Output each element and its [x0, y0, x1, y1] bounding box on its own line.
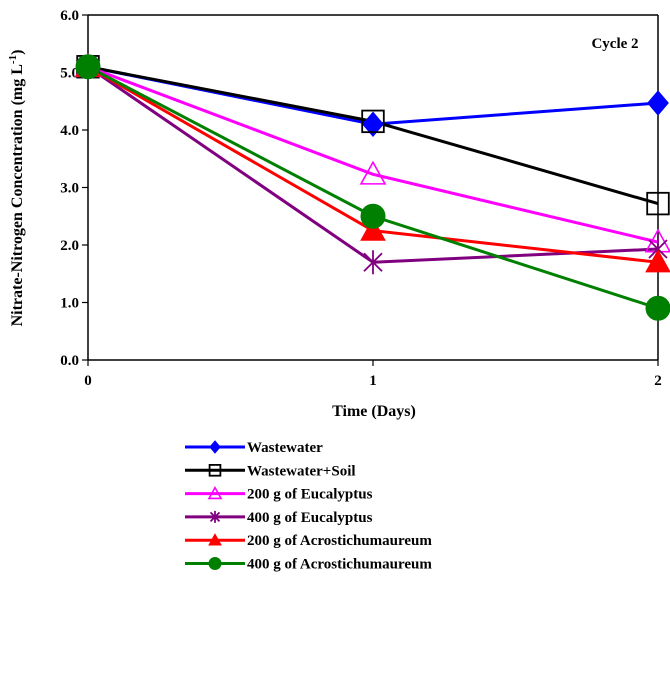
- legend-marker: [209, 510, 221, 523]
- data-point: [75, 54, 101, 80]
- legend-item: Wastewater+Soil: [185, 463, 356, 479]
- legend-label: Wastewater+Soil: [247, 463, 356, 479]
- legend-item: 200 g of Acrostichumaureum: [185, 533, 432, 549]
- y-tick-label: 0.0: [60, 353, 79, 369]
- y-axis-label: Nitrate-Nitrogen Concentration (mg L-1): [7, 50, 26, 327]
- legend-item: Wastewater: [185, 440, 323, 456]
- legend-marker: [207, 485, 223, 500]
- data-point: [362, 111, 384, 138]
- legend-label: Wastewater: [247, 440, 323, 456]
- y-tick-label: 4.0: [60, 123, 79, 139]
- y-tick-label: 3.0: [60, 181, 79, 197]
- legend-marker: [209, 440, 221, 454]
- legend-label: 400 g of Eucalyptus: [247, 510, 373, 526]
- y-tick-label: 6.0: [60, 8, 79, 24]
- y-tick-label: 5.0: [60, 66, 79, 82]
- data-point: [647, 90, 669, 116]
- data-point: [360, 217, 386, 241]
- legend-label: 400 g of Acrostichumaureum: [247, 557, 432, 573]
- data-point: [645, 295, 670, 321]
- y-tick-label: 1.0: [60, 296, 79, 312]
- chart-annotation: Cycle 2: [591, 36, 638, 52]
- data-point: [646, 191, 670, 216]
- legend-item: 400 g of Eucalyptus: [185, 510, 373, 526]
- x-tick-label: 2: [654, 373, 662, 389]
- data-point: [645, 249, 670, 273]
- legend-label: 200 g of Eucalyptus: [247, 487, 373, 503]
- x-tick-label: 1: [369, 373, 377, 389]
- series-line-3: [87, 65, 659, 244]
- legend-marker: [208, 463, 222, 477]
- data-point: [360, 203, 386, 229]
- legend-item: 200 g of Eucalyptus: [185, 485, 373, 503]
- y-tick-label: 2.0: [60, 238, 79, 254]
- data-point: [361, 109, 385, 134]
- legend-label: 200 g of Acrostichumaureum: [247, 533, 432, 549]
- legend: Wastewater Wastewater+Soil 200 g of Eucaly…: [185, 440, 432, 573]
- axes: 0.0 1.0 2.0 3.0 4.0 5.0 6.0 0 1 2: [60, 8, 662, 389]
- x-tick-label: 0: [84, 373, 92, 389]
- legend-item: 400 g of Acrostichumaureum: [185, 557, 432, 573]
- data-point: [359, 160, 387, 185]
- legend-marker: [208, 557, 222, 570]
- series-markers: [74, 53, 670, 321]
- legend-marker: [208, 533, 222, 546]
- x-axis-label: Time (Days): [332, 403, 416, 420]
- data-point: [363, 250, 383, 275]
